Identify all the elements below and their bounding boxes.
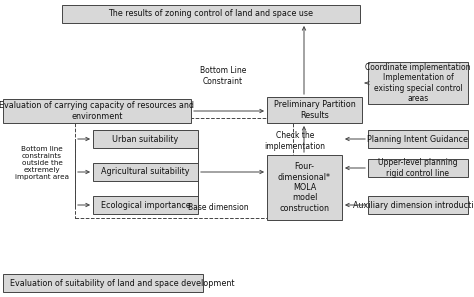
Text: Urban suitability: Urban suitability	[112, 135, 179, 143]
FancyBboxPatch shape	[93, 163, 198, 181]
FancyBboxPatch shape	[368, 130, 468, 148]
FancyBboxPatch shape	[368, 159, 468, 177]
FancyBboxPatch shape	[93, 196, 198, 214]
Text: Evaluation of carrying capacity of resources and
environment: Evaluation of carrying capacity of resou…	[0, 101, 194, 121]
FancyBboxPatch shape	[3, 274, 203, 292]
Text: Ecological importance: Ecological importance	[100, 200, 191, 209]
Text: Bottom Line
Constraint: Bottom Line Constraint	[200, 66, 246, 86]
FancyBboxPatch shape	[62, 5, 360, 23]
Text: Coordinate implementation
Implementation of
existing special control
areas: Coordinate implementation Implementation…	[365, 63, 471, 103]
FancyBboxPatch shape	[267, 155, 342, 220]
FancyBboxPatch shape	[368, 62, 468, 104]
Text: Auxiliary dimension introduction: Auxiliary dimension introduction	[353, 200, 474, 209]
Text: Agricultural suitability: Agricultural suitability	[101, 168, 190, 176]
FancyBboxPatch shape	[267, 97, 362, 123]
Text: Check the
implementation: Check the implementation	[264, 131, 326, 151]
FancyBboxPatch shape	[93, 130, 198, 148]
Text: Evaluation of suitability of land and space development: Evaluation of suitability of land and sp…	[10, 279, 235, 287]
Text: Upper-level planning
rigid control line: Upper-level planning rigid control line	[378, 158, 458, 178]
Text: Planning Intent Guidance: Planning Intent Guidance	[367, 135, 468, 143]
Text: Four-
dimensional*
MOLA
model
construction: Four- dimensional* MOLA model constructi…	[278, 162, 331, 213]
Text: Bottom line
constraints
outside the
extremely
important area: Bottom line constraints outside the extr…	[15, 146, 69, 180]
Text: Base dimension: Base dimension	[188, 203, 248, 212]
FancyBboxPatch shape	[368, 196, 468, 214]
Text: The results of zoning control of land and space use: The results of zoning control of land an…	[109, 10, 313, 18]
FancyBboxPatch shape	[3, 99, 191, 123]
Text: Preliminary Partition
Results: Preliminary Partition Results	[273, 100, 356, 120]
